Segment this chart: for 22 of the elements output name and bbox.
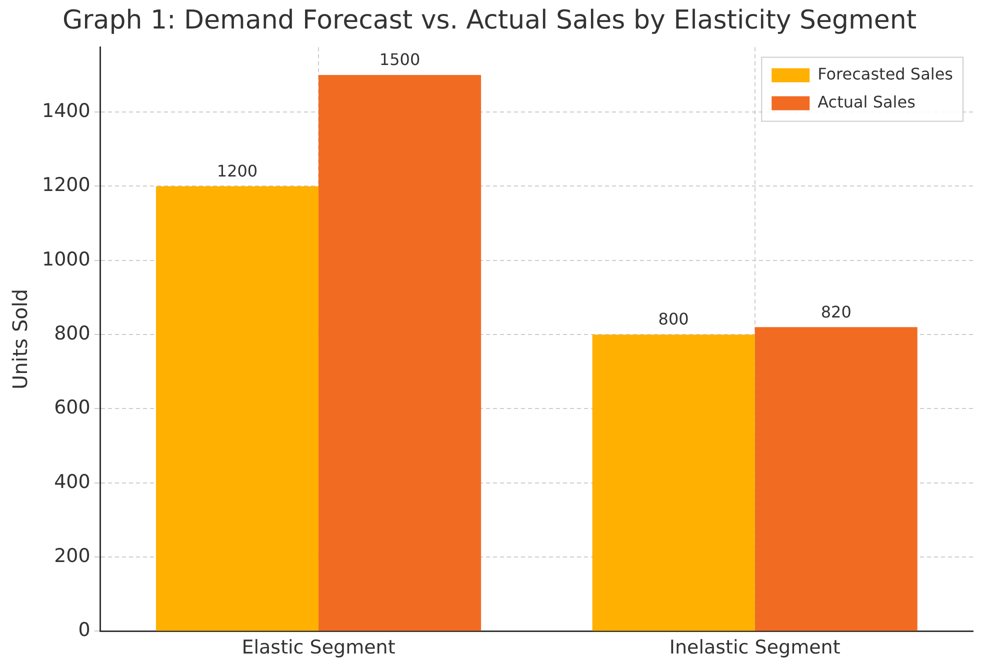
data-label: 800 — [658, 310, 689, 329]
data-label: 1200 — [216, 161, 258, 180]
bar — [156, 186, 319, 631]
legend-label: Forecasted Sales — [818, 64, 953, 84]
y-tick-label: 600 — [54, 396, 90, 419]
y-tick-label: 400 — [54, 470, 90, 493]
y-tick-label: 800 — [54, 322, 90, 345]
bar — [754, 327, 918, 631]
bar — [318, 75, 482, 631]
y-tick-label: 1400 — [42, 100, 90, 122]
y-tick-label: 200 — [54, 544, 90, 567]
legend-label: Actual Sales — [818, 92, 916, 112]
y-tick-label: 1200 — [42, 174, 90, 196]
y-axis-title: Units Sold — [8, 288, 32, 390]
y-tick-label: 0 — [78, 619, 90, 642]
bar — [592, 334, 755, 631]
data-label: 1500 — [379, 50, 420, 70]
x-tick-label: Elastic Segment — [242, 636, 396, 659]
y-tick-label: 1000 — [42, 248, 90, 270]
x-tick-label: Inelastic Segment — [669, 636, 840, 659]
data-label: 820 — [820, 302, 852, 322]
chart-title: Graph 1: Demand Forecast vs. Actual Sales by Elasticity Segment — [62, 5, 917, 36]
